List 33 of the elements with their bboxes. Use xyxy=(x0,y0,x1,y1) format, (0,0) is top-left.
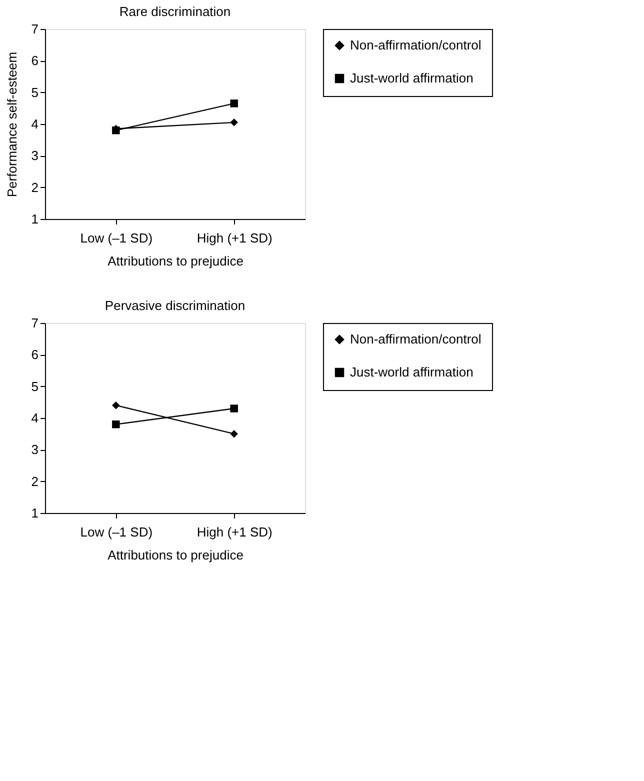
legend-label: Just-world affirmation xyxy=(350,364,474,380)
point xyxy=(230,118,238,126)
y-tick-label: 1 xyxy=(31,506,38,520)
y-tick-label: 4 xyxy=(31,116,38,132)
y-tick-label: 6 xyxy=(31,53,38,68)
y-tick-label: 6 xyxy=(31,347,38,362)
y-axis-title: Performance self-esteem xyxy=(4,52,20,198)
chart-title: Rare discrimination xyxy=(119,4,231,19)
y-tick-label: 3 xyxy=(31,442,38,458)
y-tick-label: 5 xyxy=(31,378,38,394)
point xyxy=(112,420,120,428)
y-tick-label: 2 xyxy=(31,474,38,489)
x-axis-title: Attributions to prejudice xyxy=(108,548,244,562)
legend-label: Non-affirmation/control xyxy=(350,332,482,346)
y-tick-label: 3 xyxy=(31,148,38,164)
x-tick-label: High (+1 SD) xyxy=(196,524,272,540)
y-tick-label: 1 xyxy=(31,212,38,226)
y-tick-label: 5 xyxy=(31,84,38,100)
y-tick-label: 4 xyxy=(31,410,38,426)
x-axis-title: Attributions to prejudice xyxy=(108,254,244,268)
chart-title: Pervasive discrimination xyxy=(104,298,246,313)
x-tick-label: Low (–1 SD) xyxy=(80,230,153,246)
y-tick-label: 7 xyxy=(31,22,38,36)
legend-label: Just-world affirmation xyxy=(350,70,474,86)
x-tick-label: Low (–1 SD) xyxy=(80,524,153,540)
legend-label: Non-affirmation/control xyxy=(350,38,482,52)
point xyxy=(112,401,120,410)
y-tick-label: 7 xyxy=(31,316,38,330)
point xyxy=(230,100,238,108)
y-tick-label: 2 xyxy=(31,180,38,195)
point xyxy=(230,404,238,412)
x-tick-label: High (+1 SD) xyxy=(196,230,272,246)
point xyxy=(230,430,238,438)
